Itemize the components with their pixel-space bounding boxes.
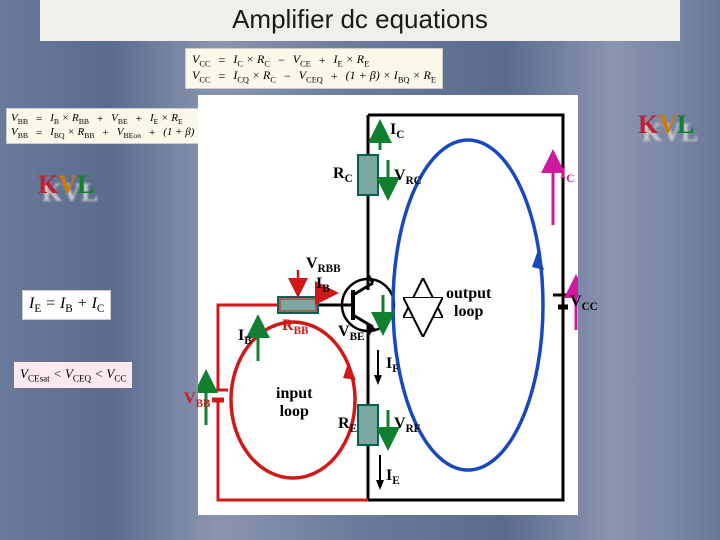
title-bar: Amplifier dc equations [40,0,680,41]
label-ie: IE [386,467,400,487]
label-rbb: RBB [282,317,309,337]
label-ib-green: IB [238,327,252,347]
circuit-diagram: IC RC VRC VRBB IB IB RBB VBE IF VBB RE V… [198,95,578,515]
kvl-label-left: KVL [38,170,94,200]
label-vbb: VBB [184,390,211,410]
label-vrc: VRC [394,167,422,187]
label-rc: RC [333,165,353,185]
label-vrbb: VRBB [306,255,341,275]
label-vrf: VRF [394,415,420,435]
equation-current-sum: IE = IB + IC [22,290,111,320]
label-if: IF [386,355,399,375]
label-output-loop: outputloop [446,285,491,320]
label-vbe: VBE [338,323,365,343]
label-vcc: VCC [570,293,598,313]
label-ic-top: IC [390,121,404,141]
label-ic-right: IC [560,165,574,185]
circuit-svg [198,95,578,515]
slide-title: Amplifier dc equations [40,4,680,35]
label-re: RE [338,415,357,435]
kvl-label-right: KVL [638,110,694,140]
label-input-loop: inputloop [276,385,312,420]
equations-output-kvl: VCC = IC × RC − VCE + IE × RE VCC = ICQ … [185,48,443,89]
label-ib: IB [316,275,330,295]
equation-vce-range: VCEsat < VCEQ < VCC [14,362,132,388]
